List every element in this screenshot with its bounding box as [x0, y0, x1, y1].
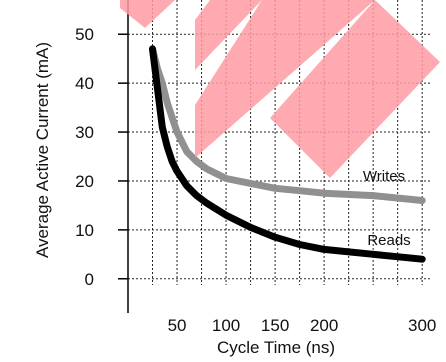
series-line-writes: [149, 45, 426, 204]
watermark-shape: [270, 0, 440, 178]
y-axis-title: Average Active Current (mA): [33, 42, 52, 258]
x-tick-label: 150: [261, 316, 289, 335]
x-tick-labels: 50 100 150 200 300: [168, 316, 437, 335]
x-axis-title: Cycle Time (ns): [217, 338, 335, 357]
y-tick-label: 30: [75, 123, 94, 142]
series-label-writes: Writes: [363, 168, 405, 185]
y-tick-label: 10: [75, 221, 94, 240]
series-lines: [149, 45, 426, 263]
y-tick-labels: 0 10 20 30 40 50: [75, 25, 94, 289]
x-tick-label: 50: [168, 316, 187, 335]
y-tick-label: 0: [85, 270, 94, 289]
x-tick-label: 300: [408, 316, 436, 335]
y-tick-label: 50: [75, 25, 94, 44]
series-line-reads: [149, 45, 426, 263]
y-tick-label: 40: [75, 74, 94, 93]
watermark: [120, 0, 440, 178]
axes: [118, 0, 129, 313]
series-label-reads: Reads: [367, 232, 410, 249]
watermark-shape: [195, 0, 262, 70]
x-tick-label: 200: [310, 316, 338, 335]
watermark-shape: [120, 0, 175, 28]
x-tick-label: 100: [212, 316, 240, 335]
watermark-shape: [195, 0, 375, 158]
y-tick-label: 20: [75, 172, 94, 191]
